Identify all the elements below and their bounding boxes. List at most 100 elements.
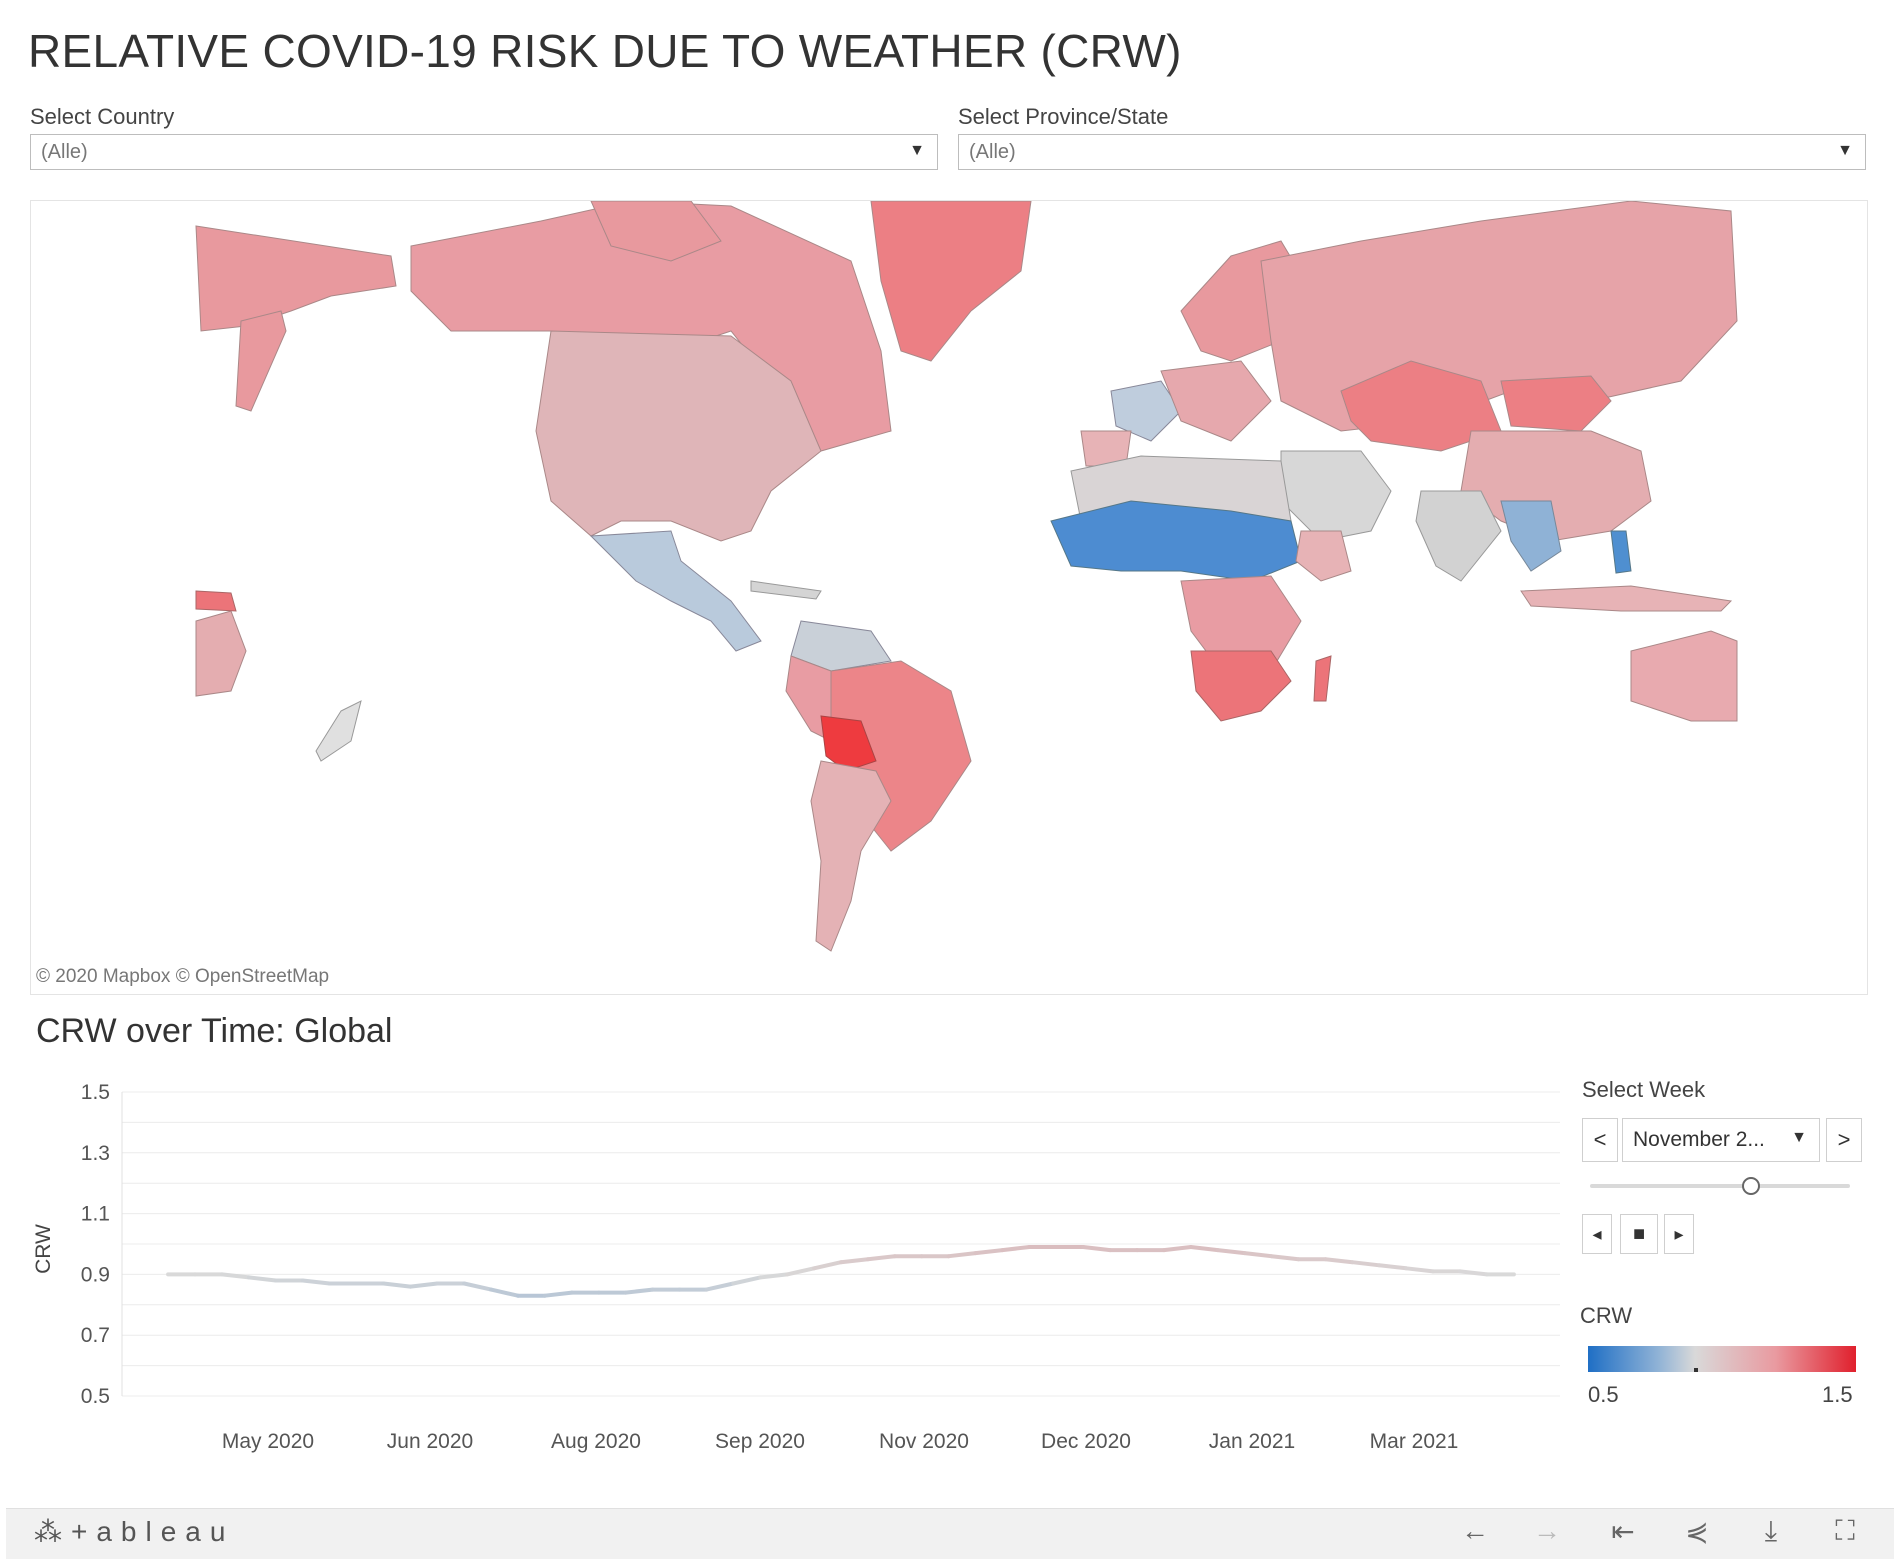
crw-line-segment[interactable]: [1350, 1260, 1382, 1268]
y-tick-label: 0.7: [81, 1324, 110, 1347]
chevron-down-icon: ▼: [1791, 1129, 1807, 1146]
playback-back-button[interactable]: ◂: [1582, 1214, 1612, 1254]
crw-line-segment[interactable]: [839, 1257, 870, 1265]
country-select[interactable]: (Alle) ▼: [30, 134, 938, 170]
map-region-colombia-venezuela[interactable]: [790, 620, 892, 672]
map-region-argentina-chile[interactable]: [810, 760, 892, 952]
legend-max-label: 1.5: [1822, 1382, 1853, 1407]
crw-line-segment[interactable]: [1188, 1245, 1220, 1253]
map-region-usa[interactable]: [535, 330, 822, 542]
map-region-madagascar[interactable]: [1313, 655, 1332, 702]
map-region-horn-of-africa[interactable]: [1295, 530, 1352, 582]
download-icon[interactable]: ⤓: [1764, 1515, 1778, 1546]
week-slider-track[interactable]: [1590, 1184, 1850, 1188]
crw-line-segment[interactable]: [785, 1266, 817, 1277]
x-tick-label: Mar 2021: [1370, 1430, 1459, 1453]
crw-line-segment[interactable]: [865, 1254, 897, 1262]
crw-line-segment[interactable]: [1081, 1245, 1113, 1253]
y-tick-label: 1.5: [81, 1081, 110, 1104]
week-next-button[interactable]: >: [1826, 1118, 1862, 1162]
crw-line-segment[interactable]: [542, 1290, 574, 1298]
crw-line-segment[interactable]: [462, 1281, 494, 1292]
crw-line-segment[interactable]: [1458, 1269, 1489, 1277]
y-tick-label: 0.5: [81, 1385, 110, 1408]
crw-line-chart[interactable]: 1.5 1.3 1.1 0.9 0.7 0.5 May 2020 Jun 2020 Aug 2…: [30, 1064, 1570, 1484]
tableau-logo[interactable]: ⁂+ableau: [34, 1516, 235, 1547]
crw-line-segment[interactable]: [946, 1251, 978, 1259]
map-region-papua[interactable]: [195, 590, 237, 612]
crw-line-segment[interactable]: [1377, 1263, 1409, 1271]
crw-line-segment[interactable]: [973, 1248, 1005, 1256]
map-region-southern-africa[interactable]: [1190, 650, 1292, 722]
map-region-russia[interactable]: [1260, 201, 1738, 432]
week-prev-button[interactable]: <: [1582, 1118, 1618, 1162]
crw-line-segment[interactable]: [1215, 1248, 1247, 1256]
map-region-central-europe[interactable]: [1160, 360, 1272, 442]
map-region-australia[interactable]: [1630, 630, 1738, 722]
map-region-sahel[interactable]: [1050, 500, 1302, 582]
crw-line-segment[interactable]: [1323, 1257, 1355, 1265]
crw-line-segment[interactable]: [758, 1272, 790, 1280]
chart-section-title: CRW over Time: Global: [36, 1012, 393, 1050]
revert-icon[interactable]: ⇤: [1611, 1516, 1635, 1547]
crw-line-segment[interactable]: [489, 1287, 520, 1298]
x-tick-label: Jun 2020: [387, 1430, 473, 1453]
map-region-philippines[interactable]: [1610, 530, 1632, 574]
map-region-mongolia[interactable]: [1500, 375, 1612, 432]
share-icon[interactable]: ⋞: [1685, 1516, 1709, 1547]
map-region-mexico[interactable]: [589, 530, 762, 652]
legend-title: CRW: [1580, 1303, 1633, 1328]
map-region-new-zealand[interactable]: [315, 700, 362, 762]
crw-line-segment[interactable]: [300, 1278, 332, 1286]
map-region-middle-east[interactable]: [1280, 450, 1392, 542]
crw-line-segment[interactable]: [1000, 1245, 1032, 1253]
crw-line-segment[interactable]: [623, 1287, 655, 1295]
crw-line-segment[interactable]: [1162, 1245, 1193, 1253]
undo-icon[interactable]: ←: [1461, 1515, 1489, 1546]
playback-forward-button[interactable]: ▸: [1664, 1214, 1694, 1254]
week-select[interactable]: November 2... ▼: [1622, 1118, 1820, 1162]
crw-line-segment[interactable]: [246, 1275, 278, 1283]
week-selector-label: Select Week: [1582, 1077, 1706, 1102]
crw-line-segment[interactable]: [1404, 1266, 1436, 1274]
map-region-aleutians[interactable]: [235, 310, 287, 412]
map-region-peru[interactable]: [785, 655, 832, 742]
crw-line-segment[interactable]: [408, 1281, 440, 1289]
redo-icon[interactable]: →: [1533, 1515, 1561, 1546]
y-tick-label: 1.1: [81, 1203, 110, 1226]
y-tick-label: 0.9: [81, 1263, 110, 1286]
fullscreen-icon[interactable]: ⛶: [1835, 1515, 1855, 1546]
province-select[interactable]: (Alle) ▼: [958, 134, 1866, 170]
world-map[interactable]: [30, 200, 1868, 995]
playback-stop-button[interactable]: ■: [1620, 1214, 1658, 1254]
x-tick-label: May 2020: [222, 1430, 314, 1453]
map-credit: © 2020 Mapbox © OpenStreetMap: [36, 966, 330, 987]
week-slider-thumb[interactable]: [1742, 1177, 1761, 1195]
map-region-cuba[interactable]: [750, 580, 822, 600]
map-region-western-europe[interactable]: [1110, 380, 1182, 442]
crw-line-segment[interactable]: [704, 1281, 736, 1292]
chart-y-axis-label: CRW: [32, 1224, 55, 1274]
crw-line-segment[interactable]: [1269, 1254, 1301, 1262]
map-region-alaska[interactable]: [195, 225, 397, 332]
map-region-southeast-asia[interactable]: [1500, 500, 1562, 572]
map-region-bolivia[interactable]: [820, 715, 877, 772]
legend-marker: [1694, 1368, 1698, 1372]
chevron-down-icon: ▼: [1837, 142, 1853, 159]
dashboard-title: RELATIVE COVID-19 RISK DUE TO WEATHER (C…: [28, 25, 1182, 77]
map-region-indonesia[interactable]: [1520, 585, 1733, 612]
map-region-india[interactable]: [1415, 490, 1502, 582]
legend-min-label: 0.5: [1588, 1382, 1619, 1407]
crw-line-segment[interactable]: [731, 1275, 763, 1286]
crw-line-segment[interactable]: [220, 1272, 251, 1280]
map-region-greenland[interactable]: [870, 201, 1032, 362]
map-region-arctic-islands[interactable]: [590, 201, 722, 262]
crw-line-segment[interactable]: [1242, 1251, 1274, 1259]
x-tick-label: Sep 2020: [715, 1430, 805, 1453]
crw-line-segment[interactable]: [381, 1281, 413, 1289]
crw-line-segment[interactable]: [812, 1260, 843, 1271]
province-select-value: (Alle): [969, 141, 1016, 163]
world-map-svg[interactable]: [31, 201, 1867, 994]
map-region-australia-west[interactable]: [195, 610, 247, 697]
x-tick-label: Nov 2020: [879, 1430, 969, 1453]
